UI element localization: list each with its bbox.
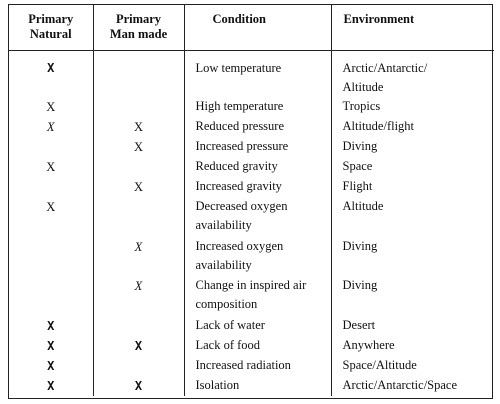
table-row: X Increased gravity Flight — [9, 176, 494, 197]
manmade-mark-cell: X — [92, 116, 184, 137]
natural-mark-cell — [9, 237, 93, 276]
natural-mark-cell: X — [47, 338, 55, 353]
environment-cell: Altitude — [330, 196, 494, 237]
natural-mark-cell: X — [46, 99, 56, 114]
natural-mark-cell: X — [46, 159, 56, 174]
header-environment: Environment — [330, 5, 494, 51]
header-primary-manmade: Primary Man made — [92, 5, 184, 51]
environment-line1: Flight — [342, 178, 373, 193]
environment-line1: Altitude — [342, 198, 384, 213]
header-manmade-line1: Primary — [115, 12, 162, 26]
environment-line1: Space/Altitude — [342, 357, 417, 372]
table-row: X Reduced gravity Space — [9, 156, 494, 177]
table-row: X Change in inspired air composition Divin… — [9, 275, 494, 316]
table-row: X Increased pressure Diving — [9, 136, 494, 157]
environment-cell: Tropics — [330, 96, 494, 117]
environment-line1: Altitude/flight — [342, 118, 415, 133]
environment-cell: Diving — [330, 136, 494, 157]
manmade-mark-cell — [92, 96, 184, 117]
environment-line1: Diving — [342, 238, 378, 253]
condition-cell: Reduced pressure — [183, 116, 331, 137]
manmade-mark-cell: X — [92, 236, 184, 276]
manmade-mark-cell — [92, 196, 184, 237]
manmade-mark-cell — [92, 315, 184, 336]
manmade-mark-cell: X — [92, 275, 184, 316]
environment-line1: Arctic/Antarctic/Space — [342, 377, 458, 392]
environment-cell: Flight — [330, 176, 494, 197]
condition-cell: Increased gravity — [183, 176, 331, 197]
environment-line1: Anywhere — [342, 337, 395, 352]
table-row: X X Lack of food Anywhere — [9, 335, 494, 356]
conditions-table-frame: Primary Natural Primary Man made Conditi… — [8, 4, 494, 399]
table-row: X Lack of water Desert — [9, 315, 494, 336]
environment-line2: Altitude — [342, 79, 384, 94]
manmade-mark-cell — [92, 355, 184, 376]
table-row: X Low temperature Arctic/Antarctic/Altitud… — [9, 50, 494, 97]
natural-mark-cell: X — [47, 318, 55, 333]
environment-cell: Diving — [330, 275, 494, 316]
table-row: X Increased oxygen availability Diving — [9, 236, 494, 276]
condition-cell: Increased radiation — [183, 355, 331, 376]
manmade-mark-cell: X — [92, 375, 184, 396]
condition-cell: Lack of food — [183, 335, 331, 356]
environment-cell: Arctic/Antarctic/Altitude — [330, 50, 494, 97]
natural-mark-cell: X — [47, 378, 55, 393]
header-manmade-line2: Man made — [109, 27, 168, 41]
environment-line1: Desert — [342, 317, 376, 332]
table-row: X Decreased oxygen availability Altitude — [9, 196, 494, 237]
environment-cell: Space — [330, 156, 494, 177]
condition-cell: High temperature — [183, 96, 331, 117]
table-row: X X Reduced pressure Altitude/flight — [9, 116, 494, 137]
header-primary-natural: Primary Natural — [9, 5, 93, 51]
natural-mark-cell — [9, 137, 93, 157]
manmade-mark-cell: X — [92, 136, 184, 157]
environment-line1: Diving — [342, 138, 378, 153]
header-natural-line1: Primary — [28, 12, 74, 26]
manmade-mark-cell — [92, 50, 184, 97]
environment-line1: Diving — [342, 277, 378, 292]
natural-mark-cell: X — [46, 119, 55, 134]
environment-cell: Desert — [330, 315, 494, 336]
environment-line1: Space — [342, 158, 373, 173]
natural-mark-cell — [9, 177, 93, 197]
natural-mark-cell — [9, 276, 93, 316]
manmade-mark-cell — [92, 156, 184, 177]
header-condition: Condition — [183, 5, 331, 51]
table-row: X X Isolation Arctic/Antarctic/Space — [9, 375, 494, 396]
table-row: X Increased radiation Space/Altitude — [9, 355, 494, 376]
natural-mark-cell: X — [47, 358, 55, 373]
environment-cell: Anywhere — [330, 335, 494, 356]
environment-cell: Arctic/Antarctic/Space — [330, 375, 494, 396]
condition-cell: Decreased oxygen availability — [183, 196, 331, 237]
natural-mark-cell: X — [47, 60, 55, 75]
manmade-mark-cell: X — [92, 176, 184, 197]
environment-cell: Altitude/flight — [330, 116, 494, 137]
manmade-mark-cell: X — [92, 335, 184, 356]
condition-cell: Isolation — [183, 375, 331, 396]
table-header: Primary Natural Primary Man made Conditi… — [9, 5, 494, 51]
environment-line1: Tropics — [342, 98, 381, 113]
condition-cell: Increased oxygen availability — [183, 236, 331, 276]
table-row: X High temperature Tropics — [9, 96, 494, 117]
environment-cell: Diving — [330, 236, 494, 276]
condition-cell: Lack of water — [183, 315, 331, 336]
condition-cell: Increased pressure — [183, 136, 331, 157]
environment-line1: Arctic/Antarctic/ — [342, 60, 428, 75]
header-natural-line2: Natural — [29, 27, 72, 41]
table-body: X Low temperature Arctic/Antarctic/Altitud… — [9, 50, 494, 396]
conditions-table: Primary Natural Primary Man made Conditi… — [9, 5, 494, 396]
environment-cell: Space/Altitude — [330, 355, 494, 376]
natural-mark-cell: X — [46, 199, 56, 214]
condition-cell: Reduced gravity — [183, 156, 331, 177]
condition-cell: Low temperature — [183, 50, 331, 97]
condition-cell: Change in inspired air composition — [183, 275, 331, 316]
